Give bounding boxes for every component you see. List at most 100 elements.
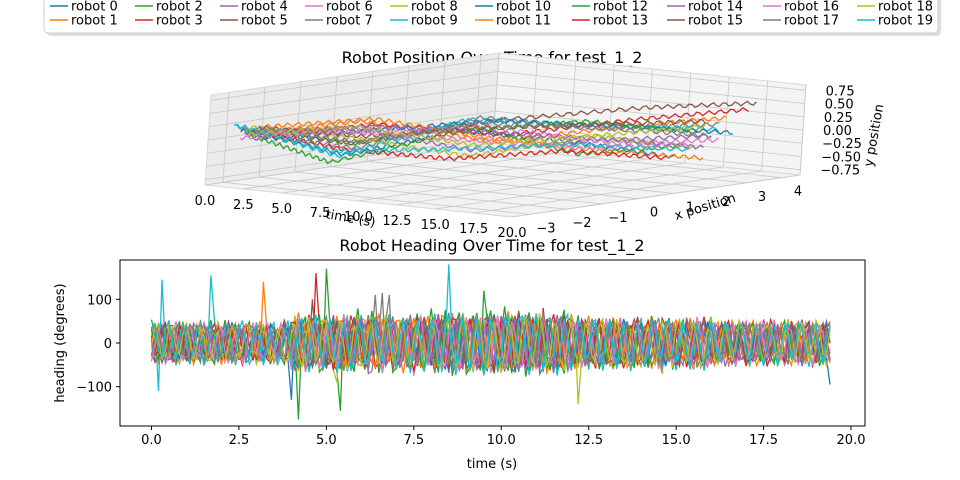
legend-label: robot 13 (593, 14, 648, 29)
grid-line (498, 57, 806, 91)
trajectory-line (258, 118, 706, 140)
plot-3d-trajectories (233, 100, 757, 165)
y-position-axis-label: y position (862, 103, 888, 168)
heading-lines (150, 264, 831, 420)
heading-y-tick-label: 100 (87, 293, 112, 308)
x-position-tick-label: 1 (686, 200, 694, 215)
grid-line (438, 150, 747, 184)
legend-label: robot 9 (411, 14, 458, 29)
legend-label: robot 0 (71, 0, 118, 15)
legend-label: robot 15 (688, 14, 743, 29)
grid-line (473, 170, 762, 214)
time-tick-label: 2.5 (233, 198, 254, 213)
heading-line (151, 314, 831, 376)
legend-label: robot 18 (878, 0, 933, 15)
trajectory-line (251, 128, 668, 162)
heading-x-tick-label: 17.5 (749, 433, 778, 448)
time-tick-label: 17.5 (459, 222, 488, 237)
heading-y-tick-label: 0 (104, 337, 112, 352)
grid-line (497, 71, 805, 104)
legend-label: robot 12 (593, 0, 648, 15)
grid-line (396, 162, 685, 206)
x-position-tick-label: 3 (758, 190, 766, 205)
trajectory-line (247, 118, 698, 165)
x-position-tick-label: −2 (572, 216, 591, 231)
trajectory-line (261, 116, 704, 161)
heading-x-axis-label: time (s) (467, 457, 517, 472)
grid-line (209, 71, 498, 114)
legend-label: robot 17 (784, 14, 839, 29)
grid-line (511, 174, 801, 218)
legend-label: robot 1 (71, 14, 118, 29)
heading-x-tick-label: 20.0 (837, 433, 866, 448)
grid-line (208, 84, 497, 128)
grid-line (258, 176, 567, 210)
heading-plot: Robot Heading Over Time for test_1_2 0.0… (53, 236, 866, 472)
time-tick-label: 7.5 (310, 206, 331, 221)
legend-label: robot 6 (326, 0, 373, 15)
x-position-tick-label: 2 (722, 195, 730, 210)
y-position-tick-label: −0.75 (820, 164, 860, 179)
grid-line (281, 150, 570, 194)
trajectory-line (243, 123, 704, 150)
grid-line (474, 145, 783, 179)
grid-line (358, 158, 647, 202)
heading-x-tick-label: 7.5 (403, 433, 424, 448)
heading-line (150, 312, 831, 374)
heading-x-tick-label: 2.5 (229, 433, 250, 448)
heading-x-tick-label: 12.5 (574, 433, 603, 448)
x-position-axis-label: x position (673, 191, 738, 224)
legend-label: robot 5 (241, 14, 288, 29)
legend-label: robot 2 (156, 0, 203, 15)
time-tick-label: 5.0 (271, 202, 292, 217)
grid-line (366, 160, 675, 194)
legend-frame (43, 0, 939, 34)
y-position-tick-label: −0.25 (822, 137, 862, 152)
x-position-tick-label: 0 (650, 206, 658, 221)
grid-line (330, 166, 639, 200)
x-position-tick-label: −3 (536, 221, 555, 236)
heading-y-axis-label: heading (degrees) (53, 283, 68, 402)
grid-line (210, 57, 499, 101)
legend-label: robot 4 (241, 0, 288, 15)
legend-label: robot 11 (496, 14, 551, 29)
position-plot: Robot Position Over Time for test_1_2 0.… (195, 48, 888, 241)
heading-x-tick-label: 15.0 (662, 433, 691, 448)
legend-label: robot 19 (878, 14, 933, 29)
y-position-tick-label: −0.50 (821, 150, 861, 165)
grid-line (494, 124, 802, 157)
time-tick-label: 10.0 (344, 210, 373, 225)
grid-line (435, 166, 724, 210)
trajectory-line (254, 120, 712, 146)
grid-line (320, 154, 609, 198)
heading-plot-title: Robot Heading Over Time for test_1_2 (339, 236, 644, 256)
time-tick-label: 20.0 (498, 226, 527, 241)
legend-label: robot 3 (156, 14, 203, 29)
y-position-tick-label: 0.00 (823, 124, 852, 139)
x-position-tick-label: 4 (794, 185, 802, 200)
heading-x-tick-label: 10.0 (487, 433, 516, 448)
legend-label: robot 10 (496, 0, 551, 15)
grid-line (294, 171, 603, 205)
grid-line (496, 84, 804, 118)
y-position-tick-label: 0.75 (826, 84, 855, 99)
y-position-tick-label: 0.25 (824, 111, 853, 126)
legend-label: robot 7 (326, 14, 373, 29)
legend-label: robot 16 (784, 0, 839, 15)
grid-line (495, 97, 804, 131)
legend-label: robot 14 (688, 0, 743, 15)
trajectory-line (239, 129, 690, 151)
heading-x-tick-label: 5.0 (316, 433, 337, 448)
heading-x-tick-label: 0.0 (141, 433, 162, 448)
y-position-tick-label: 0.50 (825, 98, 854, 113)
legend-label: robot 8 (411, 0, 458, 15)
plot-3d-ticks: 0.0 2.5 5.0 7.5 10.0 12.5 15.0 17.5 20.0 −3 −2 −1 0 1… (195, 84, 862, 241)
trajectory-line (233, 123, 690, 154)
time-tick-label: 15.0 (421, 218, 450, 233)
grid-line (222, 181, 531, 215)
trajectory-line (247, 124, 706, 148)
grid-line (402, 155, 711, 189)
x-position-tick-label: −1 (608, 211, 627, 226)
